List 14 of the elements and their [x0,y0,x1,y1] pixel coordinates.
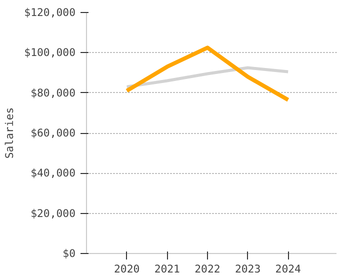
x-tick-label: 2022 [194,262,220,275]
y-tick-label: $0 [62,247,76,260]
x-tick-label: 2021 [154,262,180,275]
x-tick-label: 2020 [114,262,140,275]
y-tick-label: $60,000 [30,126,76,140]
y-tick-label: $20,000 [30,206,76,220]
y-tick-label: $100,000 [24,46,76,60]
x-tick-label: 2023 [234,262,261,275]
y-tick-label: $80,000 [30,86,76,100]
line-series [124,46,290,102]
y-axis-title: Salaries [3,107,16,159]
x-tick-label: 2024 [275,262,301,275]
y-tick-label: $40,000 [30,166,76,180]
y-tick-label: $120,000 [24,6,76,19]
